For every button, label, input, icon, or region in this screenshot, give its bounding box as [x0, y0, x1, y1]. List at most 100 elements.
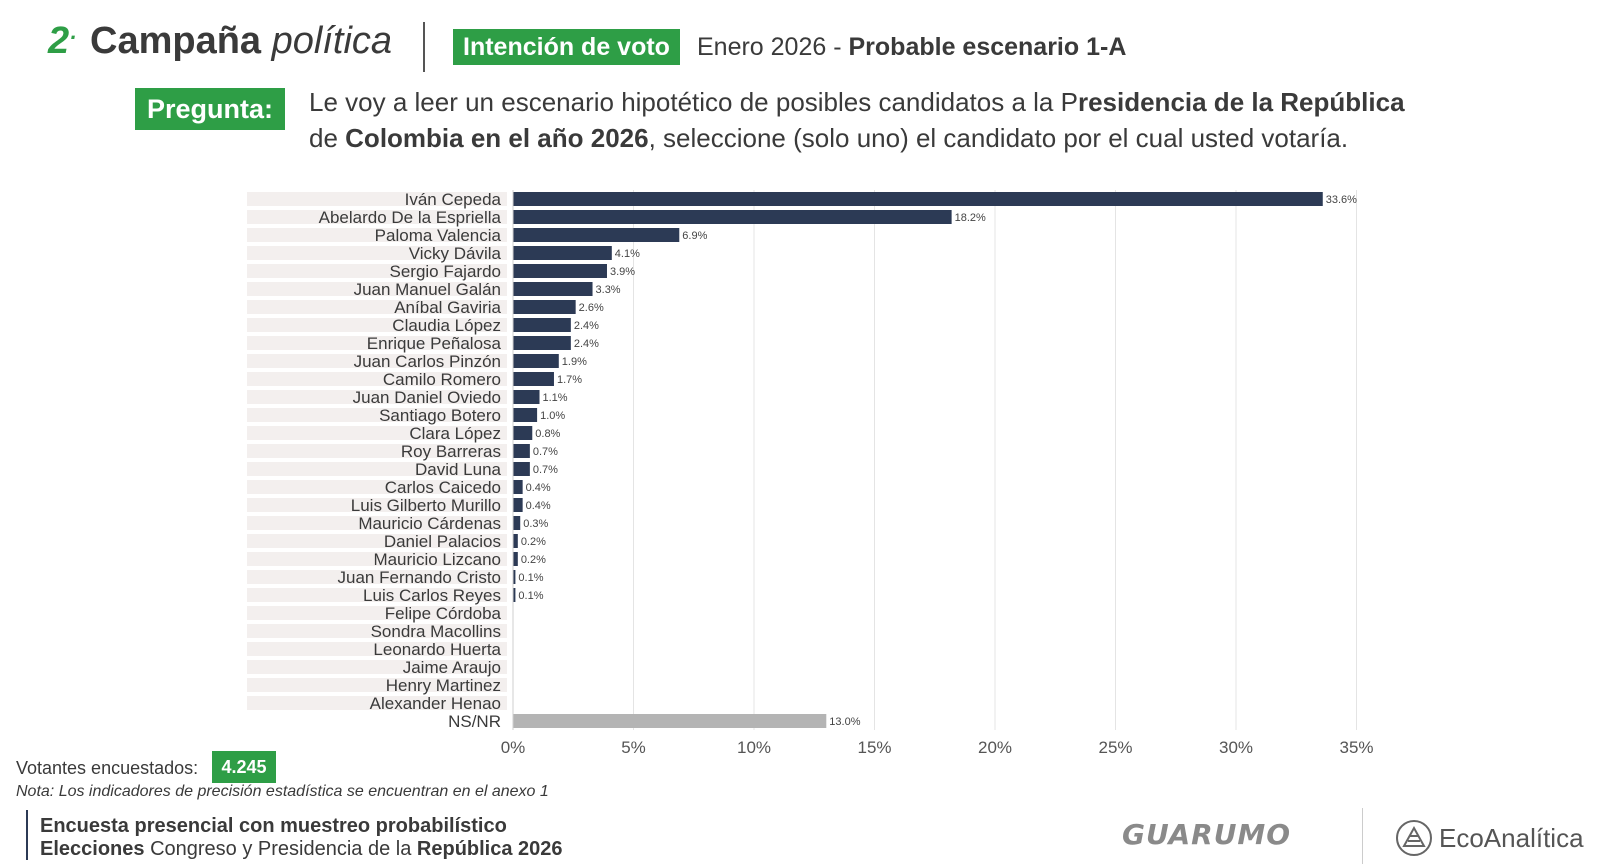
- candidate-label: Jaime Araujo: [403, 658, 501, 677]
- data-label: 3.3%: [596, 284, 621, 296]
- data-label: 0.1%: [518, 572, 543, 584]
- bar: [513, 426, 533, 440]
- ecoanalitica-logo: EcoAnalítica: [1395, 818, 1584, 858]
- candidate-label: Mauricio Lizcano: [373, 550, 501, 569]
- page-title: Campaña política: [90, 20, 393, 62]
- row-band: [247, 570, 507, 584]
- row-band: [247, 696, 507, 710]
- bar: [513, 588, 516, 602]
- data-label: 6.9%: [682, 230, 707, 242]
- survey-method: Encuesta presencial con muestreo probabi…: [40, 815, 507, 837]
- row-band: [247, 660, 507, 674]
- data-label: 13.0%: [829, 716, 860, 728]
- row-band: [247, 498, 507, 512]
- row-band: [247, 678, 507, 692]
- bar: [513, 480, 523, 494]
- candidate-label: Iván Cepeda: [405, 190, 502, 209]
- candidate-label: Clara López: [409, 424, 501, 443]
- candidate-label: Leonardo Huerta: [373, 640, 501, 659]
- row-band: [247, 408, 507, 422]
- x-tick-label: 30%: [1219, 738, 1253, 757]
- voters-count: 4.245: [212, 751, 276, 783]
- candidate-label: Sondra Macollins: [371, 622, 501, 641]
- bar: [513, 318, 571, 332]
- row-band: [247, 534, 507, 548]
- logo-divider: [1362, 808, 1363, 864]
- candidate-label: Abelardo De la Espriella: [319, 208, 502, 227]
- bar: [513, 264, 607, 278]
- row-band: [247, 606, 507, 620]
- data-label: 4.1%: [615, 248, 640, 260]
- candidate-label: Aníbal Gaviria: [394, 298, 501, 317]
- data-label: 0.1%: [518, 590, 543, 602]
- guarumo-logo: GUARUMO: [1122, 818, 1292, 851]
- row-band: [247, 390, 507, 404]
- bar: [513, 516, 521, 530]
- bar: [513, 372, 554, 386]
- x-tick-label: 25%: [1098, 738, 1132, 757]
- row-band: [247, 246, 507, 260]
- candidate-label: Alexander Henao: [370, 694, 501, 713]
- footer-accent-bar: [26, 810, 28, 860]
- data-label: 1.9%: [562, 356, 587, 368]
- bar: [513, 210, 952, 224]
- data-label: 0.3%: [523, 518, 548, 530]
- candidate-label: Juan Daniel Oviedo: [353, 388, 501, 407]
- candidate-label: Santiago Botero: [379, 406, 501, 425]
- vote-intention-chart: 0% 5% 10% 15% 20% 25% 30% 35% Iván Cepeda 33.6% Ab…: [247, 190, 1374, 757]
- data-label: 18.2%: [955, 212, 986, 224]
- bar: [513, 570, 516, 584]
- candidate-label: Juan Manuel Galán: [354, 280, 501, 299]
- candidate-label: Luis Carlos Reyes: [363, 586, 501, 605]
- data-label: 1.7%: [557, 374, 582, 386]
- row-band: [247, 642, 507, 656]
- data-label: 0.2%: [521, 536, 546, 548]
- voters-label: Votantes encuestados:: [16, 758, 199, 778]
- bar: [513, 462, 530, 476]
- ecoanalitica-icon: [1396, 820, 1432, 856]
- bar: [513, 498, 523, 512]
- section-number: 2·: [48, 20, 77, 62]
- row-band: [247, 210, 507, 224]
- x-tick-label: 20%: [978, 738, 1012, 757]
- x-tick-label: 5%: [621, 738, 646, 757]
- candidate-label: Claudia López: [392, 316, 501, 335]
- row-band: [247, 480, 507, 494]
- precision-note: Nota: Los indicadores de precisión estad…: [16, 783, 549, 800]
- data-label: 0.8%: [535, 428, 560, 440]
- bar: [513, 246, 612, 260]
- candidate-label: Carlos Caicedo: [385, 478, 501, 497]
- x-tick-label: 0%: [501, 738, 526, 757]
- row-band: [247, 336, 507, 350]
- candidate-label: Roy Barreras: [401, 442, 501, 461]
- candidate-label: Vicky Dávila: [409, 244, 502, 263]
- row-band: [247, 354, 507, 368]
- candidate-label: NS/NR: [448, 712, 501, 731]
- data-label: 1.1%: [543, 392, 568, 404]
- data-label: 0.4%: [526, 482, 551, 494]
- row-band: [247, 444, 507, 458]
- candidate-label: Juan Fernando Cristo: [338, 568, 501, 587]
- bar: [513, 534, 518, 548]
- row-band: [247, 426, 507, 440]
- bar: [513, 336, 571, 350]
- election-line: Elecciones Congreso y Presidencia de la …: [40, 838, 563, 860]
- ecoanalitica-text: EcoAnalítica: [1439, 822, 1584, 853]
- candidate-label: David Luna: [415, 460, 502, 479]
- question-badge: Pregunta:: [135, 88, 285, 130]
- row-band: [247, 372, 507, 386]
- bar: [513, 408, 538, 422]
- data-label: 2.6%: [579, 302, 604, 314]
- row-band: [247, 516, 507, 530]
- candidate-label: Daniel Palacios: [384, 532, 501, 551]
- row-band: [247, 588, 507, 602]
- data-label: 33.6%: [1326, 194, 1357, 206]
- row-band: [247, 552, 507, 566]
- data-label: 2.4%: [574, 338, 599, 350]
- bar: [513, 354, 559, 368]
- data-label: 0.4%: [526, 500, 551, 512]
- candidate-label: Camilo Romero: [383, 370, 501, 389]
- data-label: 2.4%: [574, 320, 599, 332]
- row-band: [247, 318, 507, 332]
- question-text: Le voy a leer un escenario hipotético de…: [309, 87, 1405, 153]
